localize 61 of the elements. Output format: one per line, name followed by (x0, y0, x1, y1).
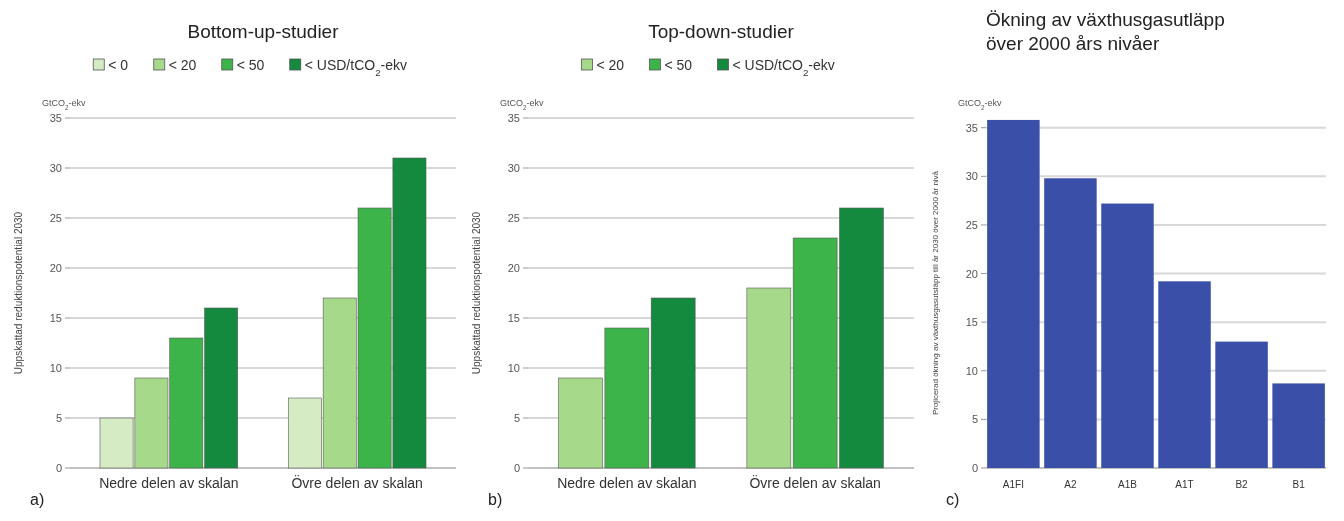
legend-label: < 20 (596, 57, 625, 73)
bar (1158, 281, 1211, 468)
y-tick-label: 0 (55, 462, 62, 474)
text: GtCO$_{2}$-ekv (42, 98, 87, 111)
x-tick-label: A1B (1118, 479, 1138, 490)
bar (1044, 178, 1097, 468)
y-tick-label: 30 (965, 170, 978, 183)
chart-title: Ökning av växthusgasutläpp över 2000 års nivåer (986, 9, 1225, 54)
bar (1272, 383, 1325, 468)
legend-label: < 50 (664, 57, 693, 73)
legend-label: < 0 (108, 57, 129, 73)
x-tick-label: B1 (1292, 479, 1306, 490)
legend-label: < USD/tCO$_{2}$-ekv (304, 57, 408, 78)
y-tick-label: 25 (965, 218, 978, 231)
y-tick-label: 5 (513, 412, 520, 424)
x-tick-label: B2 (1235, 479, 1249, 490)
y-tick-label: 30 (507, 162, 520, 174)
y-tick-label: 10 (507, 362, 520, 374)
y-tick-label: 10 (49, 362, 62, 374)
bar (650, 297, 696, 469)
y-tick-label: 20 (965, 267, 978, 280)
y-tick-label: 35 (965, 121, 978, 134)
legend-label: < 50 (236, 57, 265, 73)
y-tick-label: 20 (507, 262, 520, 274)
bar (987, 119, 1040, 468)
y-tick-label: 0 (971, 462, 978, 474)
text: b) (488, 491, 503, 508)
chart-title: Top-down-studier (648, 21, 795, 42)
y-tick-label: 35 (49, 112, 62, 124)
text: a) (30, 491, 45, 508)
x-tick-label: A2 (1064, 479, 1077, 490)
bar (746, 287, 792, 469)
bar (1101, 203, 1154, 468)
y-tick-label: 35 (507, 112, 520, 124)
y-tick-label: 15 (49, 312, 62, 324)
y-tick-label: 15 (507, 312, 520, 324)
x-tick-label: Övre delen av skalan (749, 474, 881, 491)
x-tick-label: A1T (1175, 479, 1194, 490)
y-axis-title: Projicerad ökning av växthusgasutsläpp till år 2030 över 2000 år nivå (931, 170, 940, 416)
bar (1215, 341, 1268, 468)
y-tick-label: 25 (49, 212, 62, 224)
y-tick-label: 0 (513, 462, 520, 474)
y-tick-label: 15 (965, 316, 978, 329)
x-tick-label: A1FI (1002, 479, 1024, 490)
x-tick-label: Nedre delen av skalan (557, 475, 697, 491)
text: GtCO$_{2}$-ekv (958, 98, 1003, 111)
y-tick-label: 10 (965, 364, 978, 377)
y-tick-label: 30 (49, 162, 62, 174)
text: GtCO$_{2}$-ekv (500, 98, 545, 111)
x-tick-label: Nedre delen av skalan (99, 475, 239, 491)
chart-title: Bottom-up-studier (187, 21, 340, 42)
y-axis-title: Uppskattad reduktionspotential 2030 (471, 211, 482, 375)
text: c) (946, 491, 960, 508)
y-tick-label: 5 (971, 413, 978, 426)
y-tick-label: 20 (49, 262, 62, 274)
legend-label: < USD/tCO$_{2}$-ekv (732, 57, 835, 78)
y-tick-label: 25 (507, 212, 520, 224)
y-axis-title: Uppskattad reduktionspotential 2030 (13, 211, 24, 375)
y-tick-label: 5 (55, 412, 62, 424)
x-tick-label: Övre delen av skalan (291, 474, 423, 491)
legend-label: < 20 (168, 57, 197, 73)
